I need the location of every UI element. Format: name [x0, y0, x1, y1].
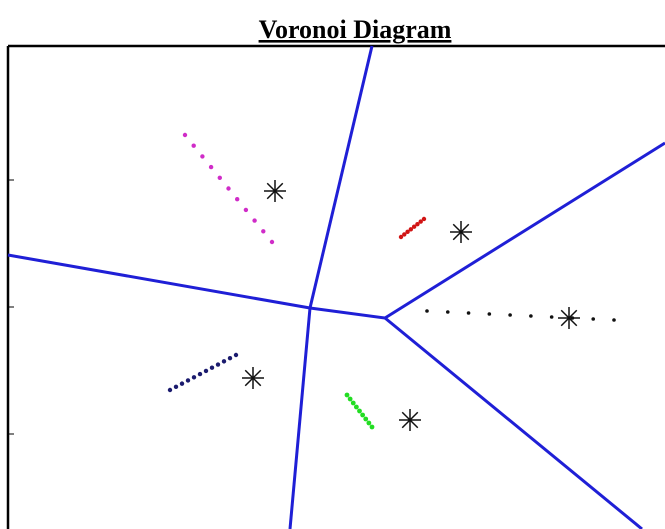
voronoi-edges	[7, 45, 665, 529]
edge	[309, 306, 386, 320]
star-stroke	[244, 369, 262, 387]
point	[173, 384, 179, 390]
point	[529, 314, 533, 318]
point	[466, 311, 471, 315]
point	[344, 392, 350, 398]
centroid-star	[558, 307, 580, 329]
point	[197, 371, 203, 377]
point	[227, 355, 233, 361]
point	[203, 368, 209, 374]
edge	[7, 253, 311, 310]
point	[226, 186, 231, 191]
point	[179, 381, 185, 386]
point	[167, 387, 173, 393]
point	[445, 310, 450, 314]
point	[415, 221, 420, 227]
point	[357, 408, 362, 414]
point	[612, 318, 616, 322]
edge	[384, 316, 643, 529]
point	[252, 218, 257, 223]
point	[408, 227, 414, 232]
point	[221, 359, 227, 364]
centroid-star	[450, 221, 472, 243]
point	[261, 229, 266, 234]
star-stroke	[401, 411, 419, 429]
point	[233, 352, 239, 358]
point	[243, 207, 249, 213]
point	[508, 313, 512, 317]
point	[421, 216, 427, 222]
point	[402, 232, 407, 237]
point	[191, 143, 196, 148]
point	[353, 404, 359, 410]
point	[347, 396, 353, 402]
point	[209, 365, 215, 370]
point	[208, 164, 214, 170]
point	[350, 400, 356, 406]
point	[591, 317, 596, 321]
point	[200, 154, 205, 159]
point	[411, 224, 417, 229]
point	[363, 416, 369, 422]
point	[487, 312, 492, 316]
point	[418, 219, 423, 224]
frame	[6, 44, 665, 529]
point	[369, 424, 375, 430]
point	[269, 239, 275, 245]
title: Voronoi Diagram	[259, 15, 452, 44]
edge	[384, 141, 665, 320]
point	[191, 375, 197, 380]
point	[398, 234, 404, 240]
centroids	[242, 180, 580, 431]
point	[405, 229, 410, 235]
centroid-star	[264, 180, 286, 202]
point	[425, 309, 429, 313]
star-stroke	[452, 223, 470, 241]
star-stroke	[266, 182, 284, 200]
point	[549, 315, 554, 319]
edge	[288, 307, 312, 529]
star-stroke	[560, 309, 578, 327]
point	[366, 420, 372, 426]
point	[182, 132, 188, 138]
point	[185, 378, 191, 383]
point	[360, 412, 366, 418]
point	[217, 175, 222, 180]
point	[215, 362, 221, 367]
edge	[308, 45, 374, 309]
centroid-star	[242, 367, 264, 389]
point	[235, 197, 240, 202]
centroid-star	[399, 409, 421, 431]
clusters	[167, 132, 616, 430]
